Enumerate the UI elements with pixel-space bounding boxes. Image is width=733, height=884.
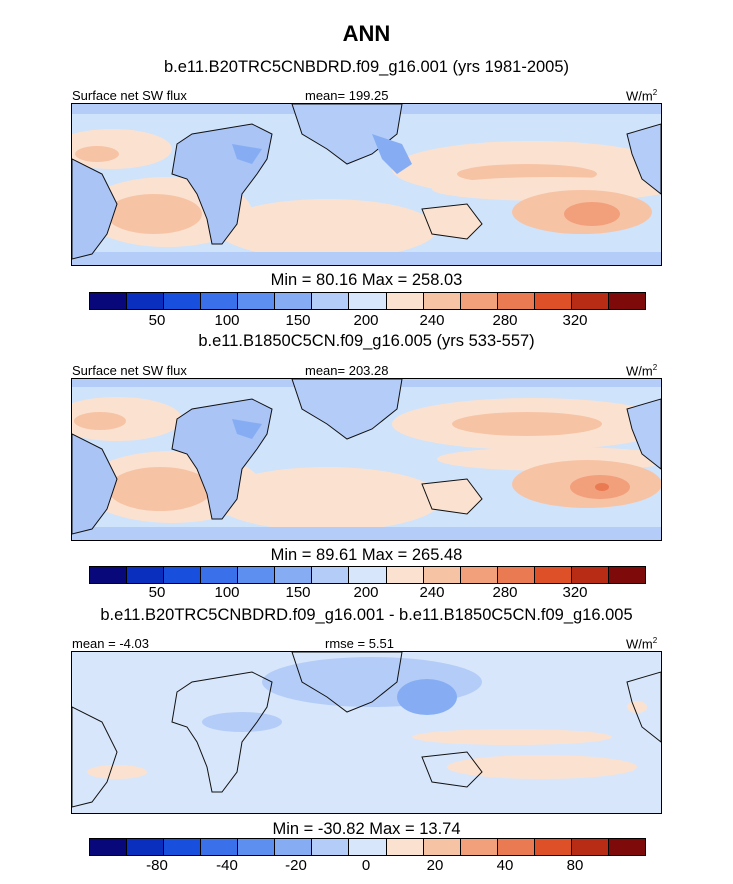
colorbar-swatch: [275, 567, 313, 583]
colorbar-swatch: [312, 293, 350, 309]
colorbar-swatch: [238, 293, 276, 309]
colorbar-swatch: [312, 567, 350, 583]
panel2-colorbar: [89, 566, 646, 584]
colorbar-swatch: [312, 839, 350, 855]
panel1-min-max: Min = 80.16 Max = 258.03: [270, 271, 463, 289]
colorbar-tick-label: 320: [562, 584, 588, 601]
panel3-units-label: W/m2: [626, 636, 658, 652]
colorbar-swatch: [497, 839, 535, 855]
colorbar-swatch: [349, 839, 387, 855]
colorbar-swatch: [201, 567, 239, 583]
panel1-mean-label: mean= 199.25: [305, 88, 389, 103]
colorbar-swatch: [460, 567, 498, 583]
colorbar-swatch: [201, 839, 239, 855]
colorbar-tick-label: 280: [492, 584, 518, 601]
colorbar-tick-label: 0: [361, 857, 371, 874]
panel3-min-max: Min = -30.82 Max = 13.74: [272, 820, 461, 838]
colorbar-swatch: [90, 567, 128, 583]
colorbar-swatch: [571, 293, 609, 309]
colorbar-swatch: [608, 293, 645, 309]
colorbar-tick-label: 280: [492, 312, 518, 329]
colorbar-tick-label: 20: [426, 857, 444, 874]
colorbar-tick-label: 40: [496, 857, 514, 874]
colorbar-tick-label: 50: [148, 584, 166, 601]
colorbar-swatch: [534, 567, 572, 583]
colorbar-swatch: [275, 293, 313, 309]
colorbar-swatch: [497, 567, 535, 583]
colorbar-tick-label: 100: [214, 312, 240, 329]
panel2-min-max: Min = 89.61 Max = 265.48: [270, 546, 463, 564]
colorbar-tick-label: -80: [146, 857, 168, 874]
panel1-colorbar: [89, 292, 646, 310]
colorbar-swatch: [386, 567, 424, 583]
colorbar-swatch: [201, 293, 239, 309]
panel3-colorbar: [89, 838, 646, 856]
colorbar-swatch: [423, 839, 461, 855]
colorbar-tick-label: 80: [566, 857, 584, 874]
colorbar-swatch: [608, 567, 645, 583]
colorbar-swatch: [90, 293, 128, 309]
colorbar-swatch: [90, 839, 128, 855]
colorbar-tick-label: 320: [562, 312, 588, 329]
colorbar-swatch: [534, 293, 572, 309]
colorbar-tick-label: 100: [214, 584, 240, 601]
colorbar-swatch: [127, 293, 165, 309]
panel1-variable-label: Surface net SW flux: [72, 88, 187, 103]
panel1-case-label: b.e11.B20TRC5CNBDRD.f09_g16.001 (yrs 198…: [163, 58, 570, 76]
panel2-units-label: W/m2: [626, 363, 658, 379]
season-title: ANN: [342, 21, 391, 46]
colorbar-swatch: [460, 293, 498, 309]
panel3-mean-label: mean = -4.03: [72, 636, 149, 651]
colorbar-swatch: [164, 293, 202, 309]
colorbar-swatch: [423, 567, 461, 583]
colorbar-tick-label: 240: [419, 584, 445, 601]
panel3-rmse-label: rmse = 5.51: [325, 636, 395, 651]
panel3-map: [71, 651, 662, 814]
panel2-case-label: b.e11.B1850C5CN.f09_g16.005 (yrs 533-557…: [198, 332, 535, 350]
colorbar-tick-label: 50: [148, 312, 166, 329]
colorbar-tick-label: 200: [353, 584, 379, 601]
colorbar-swatch: [127, 839, 165, 855]
colorbar-swatch: [127, 567, 165, 583]
colorbar-tick-label: 240: [419, 312, 445, 329]
colorbar-swatch: [608, 839, 645, 855]
colorbar-swatch: [460, 839, 498, 855]
colorbar-swatch: [275, 839, 313, 855]
colorbar-swatch: [349, 567, 387, 583]
colorbar-swatch: [349, 293, 387, 309]
colorbar-swatch: [534, 839, 572, 855]
colorbar-tick-label: 200: [353, 312, 379, 329]
colorbar-swatch: [497, 293, 535, 309]
colorbar-swatch: [238, 839, 276, 855]
colorbar-swatch: [571, 567, 609, 583]
panel2-map: [71, 378, 662, 541]
colorbar-swatch: [386, 293, 424, 309]
panel2-variable-label: Surface net SW flux: [72, 363, 187, 378]
colorbar-swatch: [238, 567, 276, 583]
colorbar-tick-label: -40: [216, 857, 238, 874]
colorbar-tick-label: -20: [285, 857, 307, 874]
colorbar-swatch: [164, 839, 202, 855]
colorbar-tick-label: 150: [285, 312, 311, 329]
colorbar-swatch: [164, 567, 202, 583]
colorbar-swatch: [423, 293, 461, 309]
colorbar-tick-label: 150: [285, 584, 311, 601]
colorbar-swatch: [571, 839, 609, 855]
panel3-case-label: b.e11.B20TRC5CNBDRD.f09_g16.001 - b.e11.…: [100, 606, 633, 624]
panel2-mean-label: mean= 203.28: [305, 363, 389, 378]
colorbar-swatch: [386, 839, 424, 855]
panel1-map: [71, 103, 662, 266]
panel1-units-label: W/m2: [626, 88, 658, 104]
